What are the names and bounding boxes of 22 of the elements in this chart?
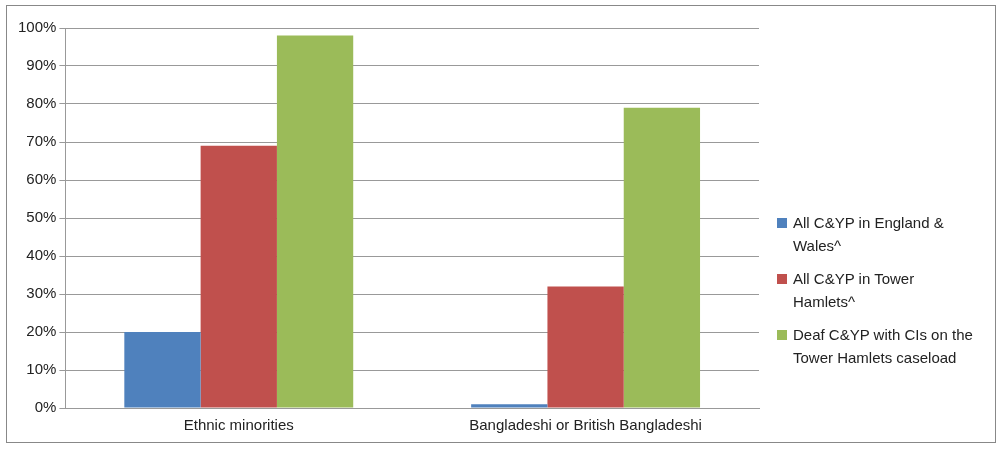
bar (623, 107, 701, 408)
x-tick-label: Bangladeshi or British Bangladeshi (469, 416, 702, 434)
bar (124, 332, 201, 408)
y-tick-label: 30% (26, 284, 57, 302)
y-tick-label: 50% (26, 208, 57, 226)
y-tick-label: 0% (34, 398, 57, 416)
y-tick-label: 20% (26, 322, 57, 340)
y-tick-label: 40% (26, 246, 57, 264)
x-tick-label: Ethnic minorities (183, 416, 294, 434)
legend-label: All C&YP in England & Wales^ (793, 213, 945, 256)
bar (276, 35, 354, 408)
y-tick-label: 60% (26, 170, 57, 188)
y-tick-label: 80% (26, 94, 57, 112)
bar (547, 286, 624, 408)
legend-label: Deaf C&YP with CIs on the Tower Hamlets caseload (793, 325, 974, 368)
bar (200, 145, 277, 408)
y-tick-label: 70% (26, 132, 57, 150)
y-tick-label: 90% (26, 56, 57, 74)
y-tick-label: 100% (17, 18, 57, 36)
y-tick-label: 10% (26, 360, 57, 378)
legend-label: All C&YP in Tower Hamlets^ (793, 269, 916, 312)
bar (471, 404, 548, 408)
